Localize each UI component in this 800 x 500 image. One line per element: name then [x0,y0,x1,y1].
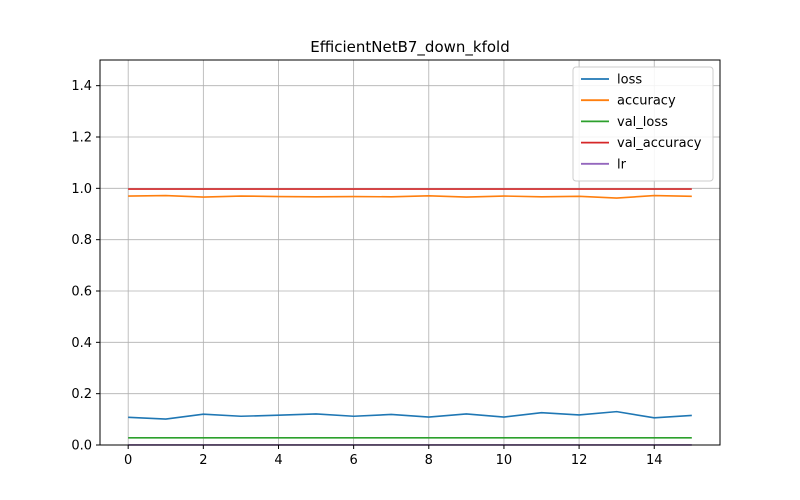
x-tick-label: 14 [646,453,663,468]
y-tick-label: 1.2 [71,131,92,146]
x-tick-label: 12 [571,453,588,468]
plot-area: 0 2 4 6 8 10 12 14 0.0 0.2 0.4 0.6 0.8 1.0 1.2 1.4 [71,59,721,468]
legend-label-loss: loss [617,73,642,88]
chart-title: EfficientNetB7_down_kfold [310,38,509,57]
y-tick-label: 0.4 [71,336,92,351]
legend-label-accuracy: accuracy [617,94,676,109]
x-tick-label: 2 [199,453,207,468]
y-tick-label: 0.8 [71,233,92,248]
series-line-accuracy [128,194,692,199]
y-tick-label: 1.0 [71,182,92,197]
axes-frame [99,59,721,446]
legend-label-val-accuracy: val_accuracy [617,136,702,151]
y-tick-label: 0.2 [71,387,92,402]
series-line-loss [128,410,692,420]
legend-label-lr: lr [617,157,627,172]
x-tick-label: 4 [274,453,282,468]
legend-box [572,66,714,182]
y-tick-label: 0.6 [71,285,92,300]
x-tick-label: 10 [496,453,513,468]
x-tick-label: 8 [425,453,433,468]
x-tick-label: 0 [124,453,132,468]
x-tick-label: 6 [349,453,357,468]
legend-label-val-loss: val_loss [617,115,668,130]
y-tick-label: 0.0 [71,439,92,454]
y-tick-label: 1.4 [71,79,92,94]
